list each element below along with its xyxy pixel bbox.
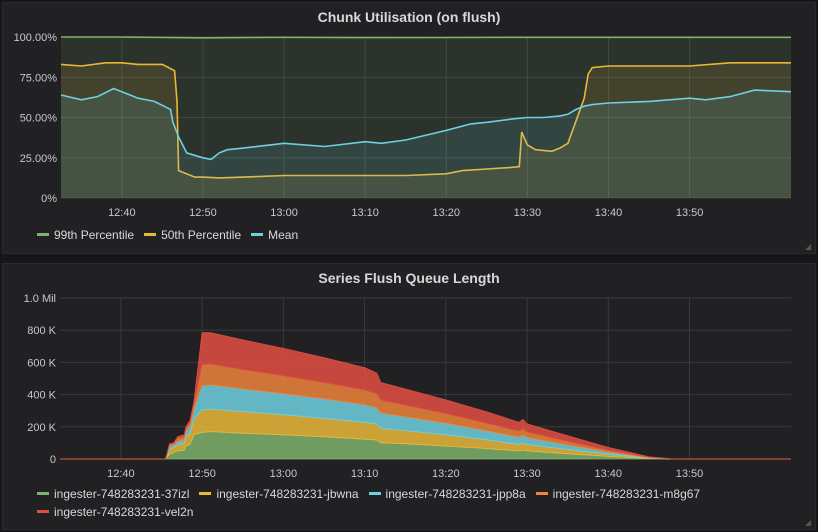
x-tick-label: 12:50 <box>188 468 216 480</box>
x-tick-label: 13:40 <box>595 207 623 219</box>
resize-handle-icon[interactable]: ◢ <box>805 518 812 527</box>
legend-label: Mean <box>268 228 299 242</box>
series-flush-queue-panel: Series Flush Queue Length 0 200 K 400 K 600… <box>2 263 816 530</box>
x-tick-label: 13:00 <box>270 468 298 480</box>
y-tick-label: 25.00% <box>20 153 58 165</box>
y-tick-label: 0 <box>50 454 56 466</box>
y-tick-label: 75.00% <box>20 72 58 84</box>
x-tick-label: 13:10 <box>351 468 379 480</box>
legend-item[interactable]: Mean <box>251 226 298 244</box>
chunk-utilisation-chart: 0% 25.00% 50.00% 75.00% 100.00% 12:40 12:50 13:… <box>14 32 792 219</box>
x-tick-label: 13:00 <box>270 207 298 219</box>
legend-item[interactable]: 50th Percentile <box>144 226 241 244</box>
series-area-0 <box>61 37 791 198</box>
legend-swatch <box>368 492 381 496</box>
y-tick-label: 200 K <box>27 422 56 434</box>
legend-item[interactable]: ingester-748283231-jpp8a <box>368 485 526 503</box>
y-tick-label: 400 K <box>27 390 56 402</box>
legend-label: ingester-748283231-vel2n <box>54 505 194 519</box>
x-tick-label: 12:50 <box>189 207 217 219</box>
x-tick-label: 13:10 <box>351 207 379 219</box>
legend-swatch <box>535 492 548 496</box>
x-tick-label: 13:30 <box>513 468 541 480</box>
legend-swatch <box>37 233 49 237</box>
series-flush-queue-chart: 0 200 K 400 K 600 K 800 K 1.0 Mil 12:40 12:50 13… <box>24 293 791 480</box>
legend-label: ingester-748283231-jpp8a <box>385 487 526 501</box>
legend-item[interactable]: 99th Percentile <box>37 226 134 244</box>
legend-item[interactable]: ingester-748283231-37izl <box>37 485 189 503</box>
panel-title[interactable]: Chunk Utilisation (on flush) <box>317 9 501 25</box>
series-line-0[interactable] <box>61 36 791 39</box>
series-area-1 <box>61 62 791 198</box>
series-area-2 <box>61 88 791 198</box>
chart-legend: 99th Percentile 50th Percentile Mean <box>37 226 805 244</box>
legend-swatch <box>144 233 157 237</box>
y-tick-label: 600 K <box>27 357 56 369</box>
x-tick-label: 13:30 <box>514 207 542 219</box>
series-line-2[interactable] <box>60 87 792 161</box>
legend-label: ingester-748283231-37izl <box>54 487 190 501</box>
chunk-utilisation-panel: Chunk Utilisation (on flush) 0% 25.00% 50.… <box>2 2 816 254</box>
stacked-area-4[interactable] <box>60 332 791 460</box>
legend-label: ingester-748283231-jbwna <box>216 487 359 501</box>
legend-swatch <box>37 510 49 514</box>
legend-swatch <box>199 492 212 496</box>
x-tick-label: 13:50 <box>676 468 704 480</box>
x-tick-label: 13:40 <box>594 468 622 480</box>
y-tick-label: 100.00% <box>14 32 58 44</box>
chart-legend: ingester-748283231-37izl ingester-7482832… <box>37 485 805 521</box>
legend-item[interactable]: ingester-748283231-jbwna <box>199 485 359 503</box>
series-line-1[interactable] <box>60 61 791 179</box>
legend-label: 50th Percentile <box>161 228 242 242</box>
y-tick-label: 800 K <box>27 325 56 337</box>
x-tick-label: 12:40 <box>108 207 136 219</box>
legend-item[interactable]: ingester-748283231-m8g67 <box>535 485 701 503</box>
legend-label: 99th Percentile <box>54 228 135 242</box>
resize-handle-icon[interactable]: ◢ <box>805 242 812 251</box>
y-tick-label: 50.00% <box>20 113 58 125</box>
legend-swatch <box>251 233 264 237</box>
legend-swatch <box>37 492 49 496</box>
y-tick-label: 1.0 Mil <box>24 293 56 305</box>
x-tick-label: 13:50 <box>676 207 704 219</box>
x-tick-label: 12:40 <box>107 468 135 480</box>
x-tick-label: 13:20 <box>433 207 461 219</box>
legend-label: ingester-748283231-m8g67 <box>552 487 701 501</box>
legend-item[interactable]: ingester-748283231-vel2n <box>37 503 193 521</box>
x-tick-label: 13:20 <box>432 468 460 480</box>
y-tick-label: 0% <box>41 193 57 205</box>
panel-title[interactable]: Series Flush Queue Length <box>318 270 500 286</box>
